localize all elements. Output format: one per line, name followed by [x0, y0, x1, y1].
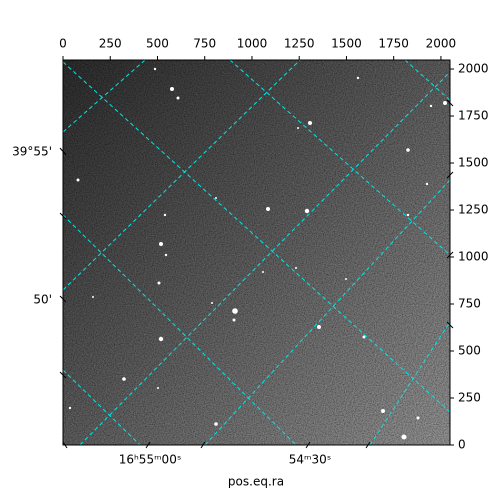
wcs-ticks — [59, 99, 454, 449]
y-tick-label: 2000 — [458, 62, 489, 76]
x-tick-label: 0 — [59, 37, 67, 51]
y-tick-label: 1250 — [458, 203, 489, 217]
sky-image — [63, 60, 450, 445]
y-tick-label: 0 — [458, 438, 466, 452]
x-tick-label: 2000 — [426, 37, 457, 51]
x-tick-label: 1500 — [331, 37, 362, 51]
x-tick-label: 750 — [193, 37, 216, 51]
y-tick-label: 1750 — [458, 109, 489, 123]
y-tick-label: 750 — [458, 297, 481, 311]
frame — [62, 59, 451, 446]
ra-label: 54ᵐ30ˢ — [289, 453, 332, 467]
dec-label: 50' — [33, 293, 52, 307]
stars — [68, 67, 447, 440]
x-tick-label: 500 — [146, 37, 169, 51]
x-tick-label: 1250 — [284, 37, 315, 51]
dec-label: 39°55' — [12, 145, 52, 159]
y-tick-label: 1000 — [458, 250, 489, 264]
y-tick-label: 250 — [458, 391, 481, 405]
ra-label: 16ʰ55ᵐ00ˢ — [119, 453, 182, 467]
x-tick-label: 1000 — [237, 37, 268, 51]
y-tick-label: 1500 — [458, 156, 489, 170]
x-tick-label: 250 — [99, 37, 122, 51]
x-tick-label: 1750 — [378, 37, 409, 51]
coordinate-grid — [63, 60, 450, 445]
x-axis-label: pos.eq.ra — [228, 475, 284, 489]
y-tick-label: 500 — [458, 344, 481, 358]
